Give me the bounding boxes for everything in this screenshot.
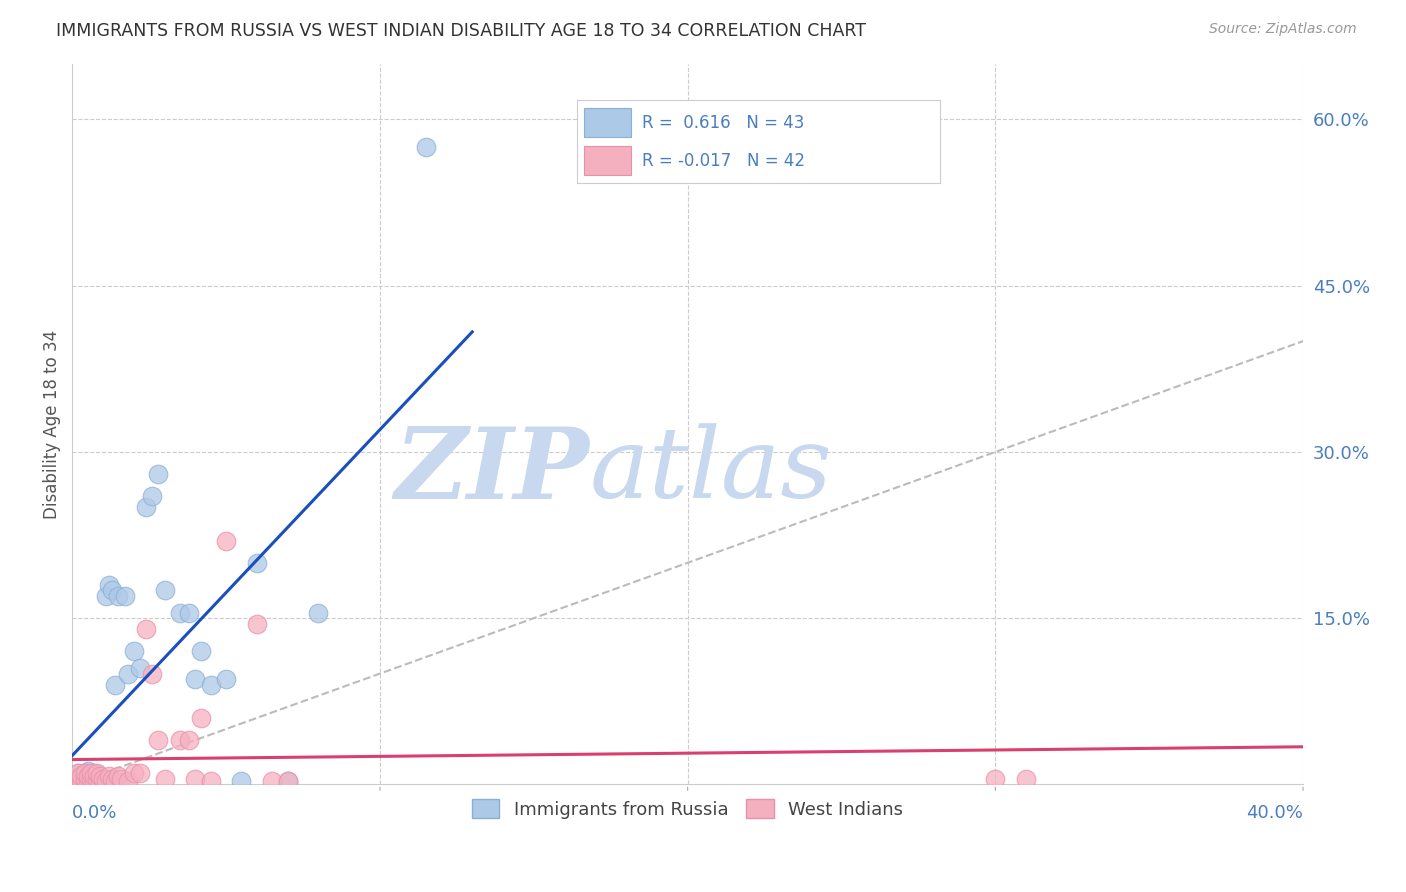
Point <box>101 583 124 598</box>
Point <box>73 772 96 786</box>
Point <box>179 733 201 747</box>
Point <box>169 606 191 620</box>
Point <box>190 644 212 658</box>
Point <box>141 666 163 681</box>
Point <box>67 772 90 786</box>
Point <box>80 772 103 786</box>
Point <box>200 774 222 789</box>
Point <box>76 768 98 782</box>
Point <box>262 774 284 789</box>
Point <box>104 774 127 789</box>
Text: IMMIGRANTS FROM RUSSIA VS WEST INDIAN DISABILITY AGE 18 TO 34 CORRELATION CHART: IMMIGRANTS FROM RUSSIA VS WEST INDIAN DI… <box>56 22 866 40</box>
Point <box>184 772 207 786</box>
Point <box>122 766 145 780</box>
Point <box>200 678 222 692</box>
Point <box>89 774 111 789</box>
Point <box>148 733 170 747</box>
Point <box>98 768 121 782</box>
Point <box>1015 772 1038 786</box>
Point <box>65 772 87 786</box>
Point <box>94 774 117 789</box>
Point <box>91 772 114 786</box>
Point <box>80 766 103 780</box>
Point <box>117 774 139 789</box>
Text: 40.0%: 40.0% <box>1246 805 1303 822</box>
Point <box>129 766 152 780</box>
Point <box>83 768 105 782</box>
Point <box>107 589 129 603</box>
Point <box>135 500 157 515</box>
Point <box>76 764 98 778</box>
Point <box>94 589 117 603</box>
Point <box>67 772 90 786</box>
Point <box>415 140 437 154</box>
Point <box>135 622 157 636</box>
Point <box>83 766 105 780</box>
Point <box>76 774 98 789</box>
Point <box>76 770 98 784</box>
Point <box>129 661 152 675</box>
Point <box>190 711 212 725</box>
Point <box>307 606 329 620</box>
Point <box>67 766 90 780</box>
Point <box>89 774 111 789</box>
Point <box>114 589 136 603</box>
Point <box>80 772 103 786</box>
Point <box>83 774 105 789</box>
Point <box>179 606 201 620</box>
Point <box>231 774 253 789</box>
Point <box>86 772 108 786</box>
Point <box>215 672 238 686</box>
Point <box>83 774 105 789</box>
Point <box>70 774 93 789</box>
Point <box>148 467 170 482</box>
Point <box>86 768 108 782</box>
Point <box>70 768 93 782</box>
Point <box>104 678 127 692</box>
Point <box>65 772 87 786</box>
Point <box>246 616 269 631</box>
Point <box>80 768 103 782</box>
Point <box>117 666 139 681</box>
Text: atlas: atlas <box>589 424 832 519</box>
Point <box>246 556 269 570</box>
Point <box>184 672 207 686</box>
Point <box>70 774 93 789</box>
Point <box>67 766 90 780</box>
Y-axis label: Disability Age 18 to 34: Disability Age 18 to 34 <box>44 330 60 519</box>
Point <box>153 772 176 786</box>
Point <box>277 774 299 789</box>
Point <box>277 774 299 789</box>
Point <box>73 766 96 780</box>
Point <box>76 774 98 789</box>
Point <box>169 733 191 747</box>
Point <box>70 768 93 782</box>
Point <box>98 578 121 592</box>
Point <box>73 772 96 786</box>
Point <box>86 772 108 786</box>
Point <box>91 772 114 786</box>
Legend: Immigrants from Russia, West Indians: Immigrants from Russia, West Indians <box>465 792 910 826</box>
Text: ZIP: ZIP <box>394 423 589 519</box>
Point <box>215 533 238 548</box>
Point <box>89 768 111 782</box>
Point <box>141 489 163 503</box>
Point <box>110 772 132 786</box>
Text: Source: ZipAtlas.com: Source: ZipAtlas.com <box>1209 22 1357 37</box>
Point <box>101 772 124 786</box>
Text: 0.0%: 0.0% <box>72 805 118 822</box>
Point <box>89 768 111 782</box>
Point <box>153 583 176 598</box>
Point <box>107 768 129 782</box>
Point <box>122 644 145 658</box>
Point <box>73 766 96 780</box>
Point <box>86 766 108 780</box>
Point <box>984 772 1007 786</box>
